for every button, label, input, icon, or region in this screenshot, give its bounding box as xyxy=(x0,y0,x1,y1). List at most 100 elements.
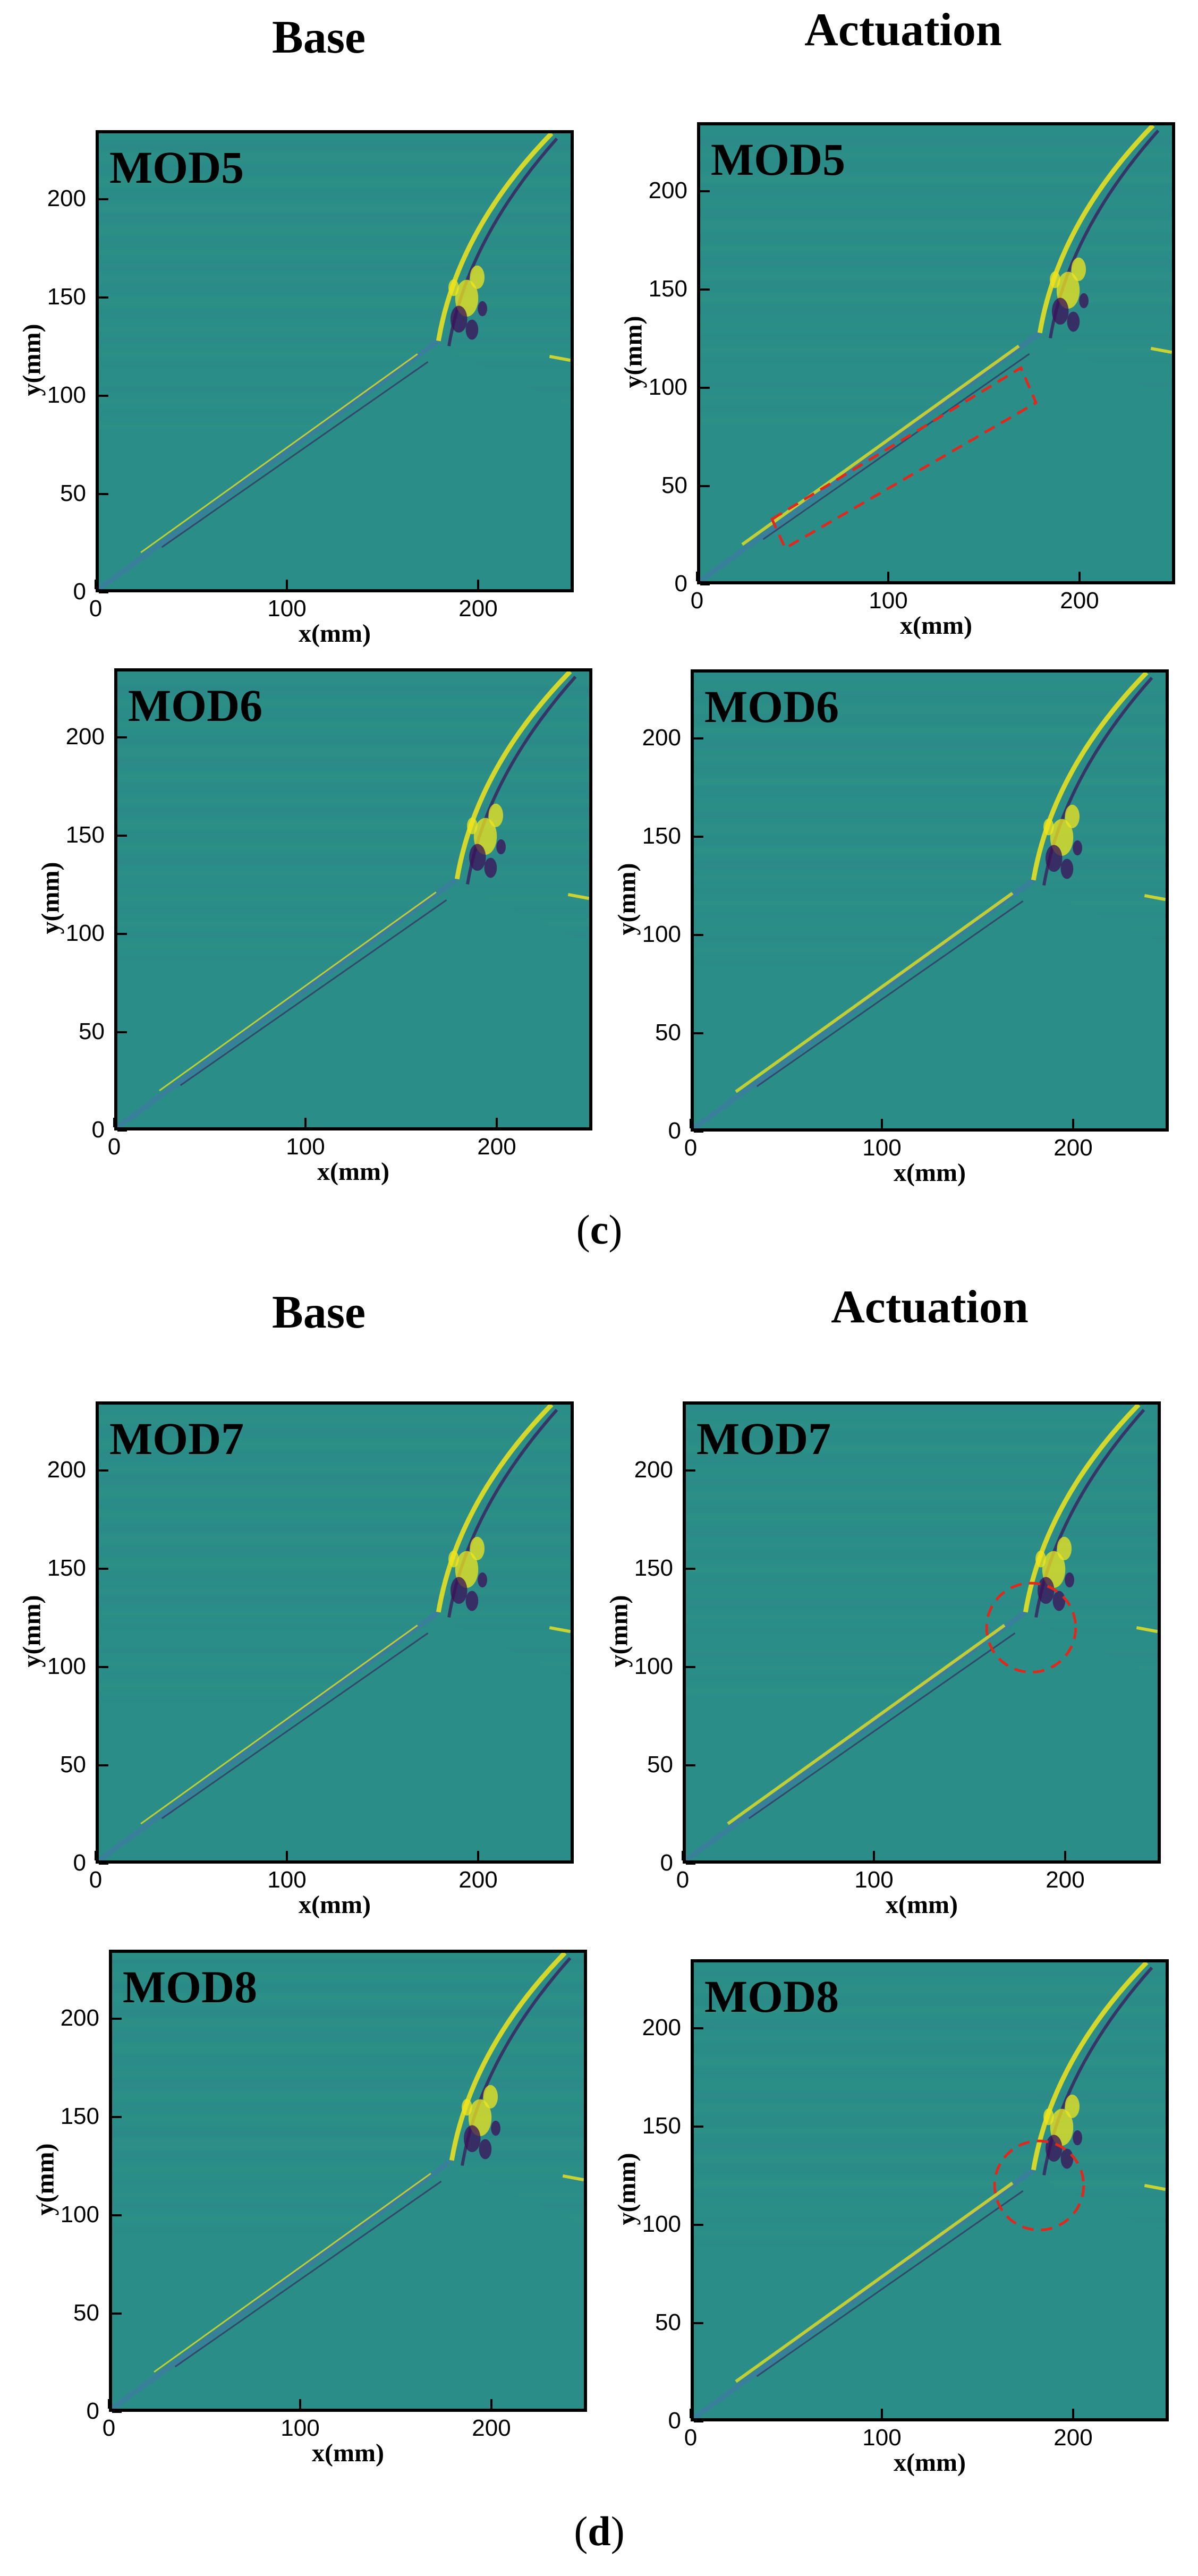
bg-streak xyxy=(694,755,1166,761)
oblique-shock-bright xyxy=(735,2181,1014,2383)
bg-streak xyxy=(99,1588,571,1594)
vortex-blob xyxy=(478,301,487,317)
vortex-blob xyxy=(483,2085,498,2109)
y-tick-mark xyxy=(99,296,108,299)
bg-streak xyxy=(694,912,1166,918)
bg-streak xyxy=(694,888,1166,894)
x-tick-label: 0 xyxy=(107,1134,121,1160)
reflected-wave xyxy=(549,1626,571,1634)
bg-streak xyxy=(700,173,1172,178)
bg-streak xyxy=(686,1555,1158,1561)
x-tick-label: 0 xyxy=(684,2425,698,2451)
bg-streak xyxy=(99,1415,571,1421)
bg-streak xyxy=(694,2152,1166,2158)
bg-streak xyxy=(694,2044,1166,2050)
bg-streak xyxy=(99,1480,571,1485)
mode-label: MOD8 xyxy=(123,1961,258,2012)
bg-streak xyxy=(117,811,589,817)
y-tick-label: 100 xyxy=(642,921,681,947)
y-tick-mark xyxy=(99,492,108,495)
bg-streak xyxy=(694,768,1166,773)
bg-streak xyxy=(694,2012,1166,2018)
bg-streak xyxy=(99,278,571,284)
y-tick-label: 100 xyxy=(648,373,687,400)
bg-streak xyxy=(117,871,589,877)
vortex-blob xyxy=(479,2139,492,2160)
vortex-blob xyxy=(1052,1591,1066,1611)
y-tick-mark xyxy=(99,1665,108,1668)
plot-mod6-actuation: MOD6 0 50 100 150 200 0 100 200 y(mm) x(mm) xyxy=(613,669,1169,1187)
oblique-shock-dark xyxy=(756,2190,1024,2377)
bg-streak xyxy=(694,683,1166,689)
bg-streak xyxy=(117,775,589,781)
wedge-region xyxy=(99,346,571,589)
y-tick-label: 50 xyxy=(79,1018,105,1044)
bg-streak xyxy=(686,1519,1158,1525)
y-axis-label: y(mm) xyxy=(613,863,641,936)
x-tick-label: 200 xyxy=(458,1867,498,1893)
bg-streak xyxy=(117,699,589,704)
bg-streak xyxy=(112,2180,584,2185)
vortex-blob xyxy=(465,319,479,340)
y-tick-label: 200 xyxy=(642,2014,681,2041)
y-tick-label: 150 xyxy=(47,283,86,310)
y-tick-mark xyxy=(694,835,703,838)
bg-streak xyxy=(700,165,1172,171)
vortex-blob xyxy=(496,839,506,855)
x-tick-mark xyxy=(496,1118,498,1127)
mode-field xyxy=(99,133,571,589)
vortex-blob xyxy=(469,844,486,871)
y-tick-label: 0 xyxy=(668,1118,681,1144)
x-tick-mark xyxy=(286,1851,288,1860)
y-tick-mark xyxy=(686,1567,695,1570)
y-tick-mark xyxy=(700,386,710,389)
bg-streak xyxy=(99,1548,571,1553)
bow-shock xyxy=(1037,125,1155,334)
bg-streak xyxy=(694,2205,1166,2211)
bg-streak xyxy=(694,2128,1166,2134)
bg-streak xyxy=(694,2096,1166,2102)
bg-streak xyxy=(700,237,1172,243)
vortex-blob xyxy=(1073,840,1082,856)
bg-streak xyxy=(686,1515,1158,1520)
y-tick-label: 50 xyxy=(661,472,687,498)
y-tick-mark xyxy=(99,591,108,593)
bg-streak xyxy=(117,715,589,720)
bg-streak xyxy=(99,1576,571,1582)
bg-streak xyxy=(117,722,589,728)
x-tick-mark xyxy=(690,2409,692,2418)
bg-streak xyxy=(700,305,1172,311)
y-tick-mark xyxy=(117,736,127,738)
bg-streak xyxy=(694,2048,1166,2054)
bg-streak xyxy=(686,1471,1158,1477)
vortex-blob xyxy=(1065,804,1080,828)
mode-label: MOD6 xyxy=(704,681,839,732)
bg-streak xyxy=(99,1612,571,1618)
bg-streak xyxy=(700,197,1172,202)
bg-streak xyxy=(694,751,1166,757)
y-tick-label: 200 xyxy=(642,724,681,751)
bg-streak xyxy=(694,2056,1166,2062)
bg-streak xyxy=(686,1639,1158,1645)
bg-streak xyxy=(694,812,1166,818)
bg-streak xyxy=(99,290,571,295)
plot-mod5-actuation: MOD5 0 50 100 150 200 0 100 200 y(mm) x(mm) xyxy=(619,122,1175,640)
bg-streak xyxy=(686,1563,1158,1569)
x-tick-label: 200 xyxy=(1053,1135,1093,1161)
y-tick-label: 50 xyxy=(655,1019,681,1045)
bg-streak xyxy=(99,386,571,392)
bg-streak xyxy=(694,732,1166,737)
bg-streak xyxy=(117,787,589,793)
y-tick-mark xyxy=(112,2017,122,2020)
bg-streak xyxy=(686,1543,1158,1549)
bg-streak xyxy=(686,1467,1158,1473)
bg-streak xyxy=(112,2107,584,2113)
reflected-wave xyxy=(567,892,589,900)
bg-streak xyxy=(112,2191,584,2197)
x-axis-label: x(mm) xyxy=(900,611,972,640)
reflected-wave xyxy=(1144,2183,1166,2191)
bg-streak xyxy=(99,217,571,223)
x-tick-mark xyxy=(682,1851,684,1860)
vortex-blob xyxy=(1035,1550,1046,1568)
x-tick-label: 100 xyxy=(267,1867,307,1893)
